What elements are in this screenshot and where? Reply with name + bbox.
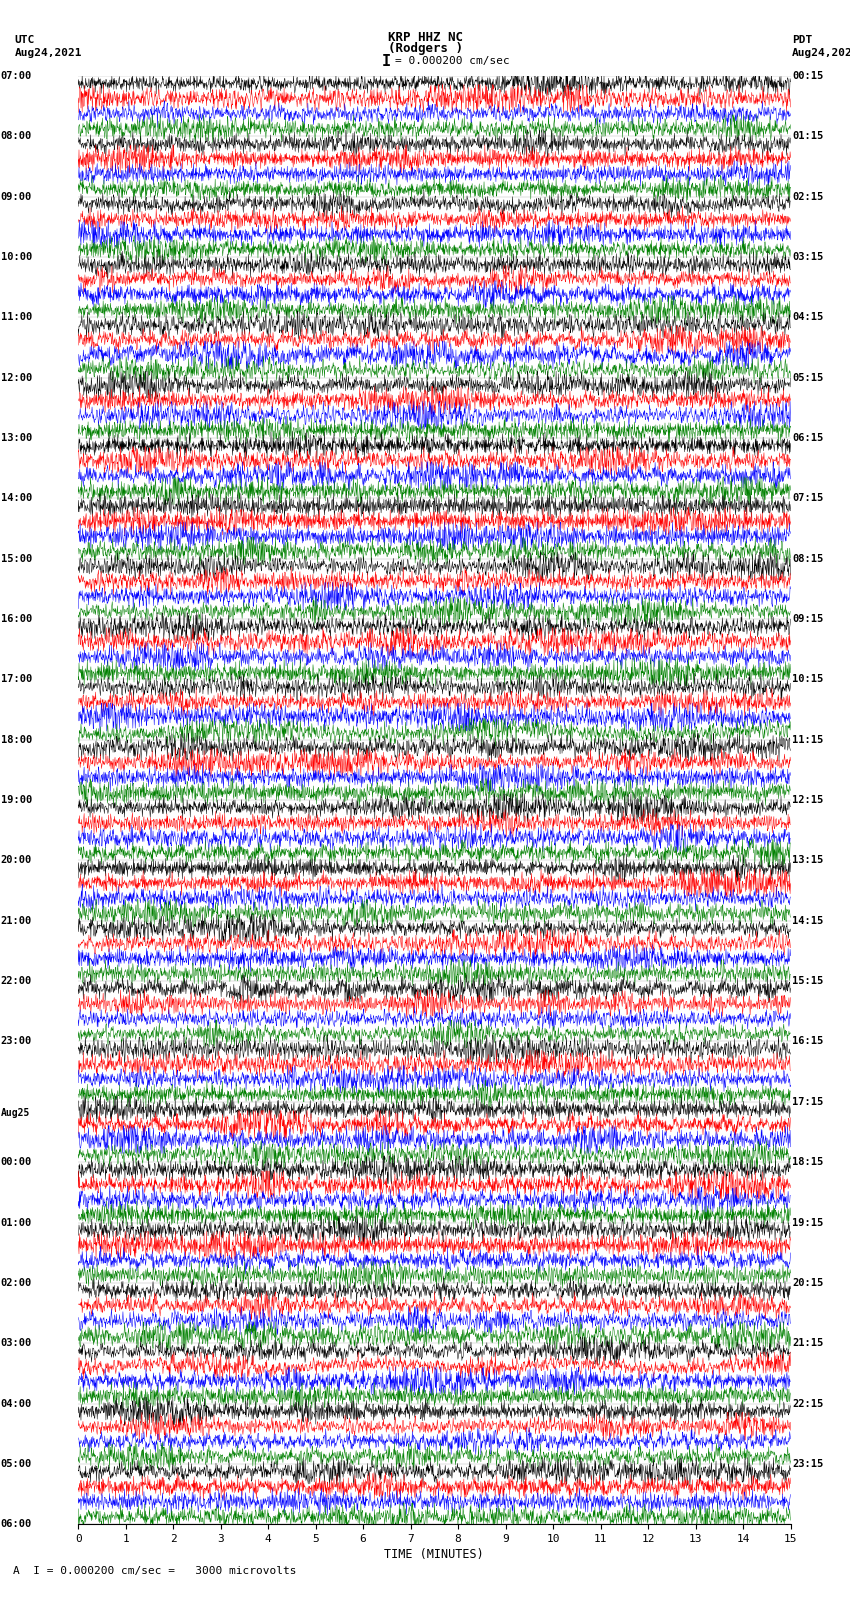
Text: 13:15: 13:15 bbox=[792, 855, 824, 866]
Text: Aug25: Aug25 bbox=[1, 1108, 31, 1118]
Text: I: I bbox=[382, 53, 391, 69]
Text: 14:00: 14:00 bbox=[1, 494, 32, 503]
Text: 21:15: 21:15 bbox=[792, 1339, 824, 1348]
Text: 08:00: 08:00 bbox=[1, 131, 32, 142]
Text: 00:15: 00:15 bbox=[792, 71, 824, 81]
Text: PDT: PDT bbox=[792, 35, 813, 45]
Text: 19:15: 19:15 bbox=[792, 1218, 824, 1227]
Text: 16:00: 16:00 bbox=[1, 615, 32, 624]
Text: 02:00: 02:00 bbox=[1, 1277, 32, 1287]
Text: 16:15: 16:15 bbox=[792, 1037, 824, 1047]
Text: 07:15: 07:15 bbox=[792, 494, 824, 503]
Text: 04:00: 04:00 bbox=[1, 1398, 32, 1408]
Text: 03:15: 03:15 bbox=[792, 252, 824, 261]
Text: 09:00: 09:00 bbox=[1, 192, 32, 202]
Text: 03:00: 03:00 bbox=[1, 1339, 32, 1348]
Text: 10:15: 10:15 bbox=[792, 674, 824, 684]
Text: 06:00: 06:00 bbox=[1, 1519, 32, 1529]
Text: 08:15: 08:15 bbox=[792, 553, 824, 563]
Text: 23:15: 23:15 bbox=[792, 1458, 824, 1469]
Text: 11:15: 11:15 bbox=[792, 734, 824, 745]
Text: 14:15: 14:15 bbox=[792, 916, 824, 926]
Text: 13:00: 13:00 bbox=[1, 432, 32, 444]
Text: Aug24,2021: Aug24,2021 bbox=[14, 48, 82, 58]
Text: 18:00: 18:00 bbox=[1, 734, 32, 745]
Text: 17:15: 17:15 bbox=[792, 1097, 824, 1107]
Text: 20:00: 20:00 bbox=[1, 855, 32, 866]
Text: 20:15: 20:15 bbox=[792, 1277, 824, 1287]
Text: 09:15: 09:15 bbox=[792, 615, 824, 624]
Text: 01:15: 01:15 bbox=[792, 131, 824, 142]
Text: 04:15: 04:15 bbox=[792, 313, 824, 323]
Text: 02:15: 02:15 bbox=[792, 192, 824, 202]
Text: 00:00: 00:00 bbox=[1, 1157, 32, 1168]
Text: 19:00: 19:00 bbox=[1, 795, 32, 805]
Text: 06:15: 06:15 bbox=[792, 432, 824, 444]
X-axis label: TIME (MINUTES): TIME (MINUTES) bbox=[384, 1548, 484, 1561]
Text: 12:00: 12:00 bbox=[1, 373, 32, 382]
Text: KRP HHZ NC: KRP HHZ NC bbox=[388, 31, 462, 44]
Text: 17:00: 17:00 bbox=[1, 674, 32, 684]
Text: 23:00: 23:00 bbox=[1, 1037, 32, 1047]
Text: 18:15: 18:15 bbox=[792, 1157, 824, 1168]
Text: 15:15: 15:15 bbox=[792, 976, 824, 986]
Text: 15:00: 15:00 bbox=[1, 553, 32, 563]
Text: 12:15: 12:15 bbox=[792, 795, 824, 805]
Text: Aug24,2021: Aug24,2021 bbox=[792, 48, 850, 58]
Text: 22:00: 22:00 bbox=[1, 976, 32, 986]
Text: = 0.000200 cm/sec: = 0.000200 cm/sec bbox=[395, 56, 510, 66]
Text: (Rodgers ): (Rodgers ) bbox=[388, 42, 462, 55]
Text: 21:00: 21:00 bbox=[1, 916, 32, 926]
Text: 05:15: 05:15 bbox=[792, 373, 824, 382]
Text: 10:00: 10:00 bbox=[1, 252, 32, 261]
Text: 05:00: 05:00 bbox=[1, 1458, 32, 1469]
Text: 07:00: 07:00 bbox=[1, 71, 32, 81]
Text: A  I = 0.000200 cm/sec =   3000 microvolts: A I = 0.000200 cm/sec = 3000 microvolts bbox=[13, 1566, 297, 1576]
Text: 22:15: 22:15 bbox=[792, 1398, 824, 1408]
Text: 11:00: 11:00 bbox=[1, 313, 32, 323]
Text: 01:00: 01:00 bbox=[1, 1218, 32, 1227]
Text: UTC: UTC bbox=[14, 35, 35, 45]
